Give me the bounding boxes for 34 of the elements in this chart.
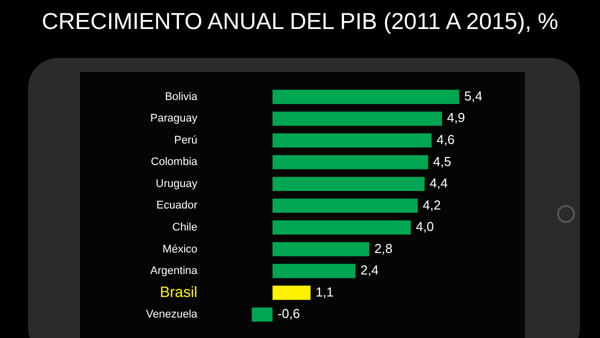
y-tick-label: Argentina [150, 265, 198, 278]
y-tick-label: Bolivia [164, 90, 198, 103]
data-label: 2,8 [374, 240, 392, 256]
bar [272, 112, 442, 126]
bar [272, 176, 425, 192]
y-tick-label: Ecuador [156, 200, 198, 212]
bar [272, 133, 432, 148]
y-tick-label: Uruguay [156, 178, 198, 190]
data-label: 2,4 [360, 262, 379, 278]
data-label: 4,2 [422, 197, 441, 212]
chart-title: CRECIMIENTO ANUAL DEL PIB (2011 A 2015), % [40, 8, 560, 35]
y-tick-label: Perú [174, 134, 198, 146]
bar [272, 286, 311, 300]
y-tick-label: Chile [172, 221, 198, 234]
bar [252, 307, 273, 322]
data-label: 4,9 [446, 110, 466, 126]
data-label: 1,1 [316, 284, 334, 300]
bar [272, 90, 460, 104]
data-label: 4,5 [433, 154, 452, 169]
bar [272, 242, 370, 256]
bar [272, 198, 418, 213]
y-tick-label: Paraguay [150, 112, 198, 125]
bar [272, 220, 411, 235]
y-tick-label: Brasil [160, 284, 198, 301]
data-label: 4,4 [430, 176, 448, 191]
data-label: 4,6 [436, 132, 455, 147]
y-tick-label: México [162, 243, 198, 256]
data-label: 4,0 [416, 219, 434, 234]
data-label: 5,4 [464, 88, 482, 104]
y-tick-label: Colombia [150, 156, 198, 168]
data-label: -0,6 [278, 306, 300, 322]
bar [272, 264, 356, 278]
bar [272, 155, 428, 170]
y-tick-label: Venezuela [146, 308, 198, 321]
